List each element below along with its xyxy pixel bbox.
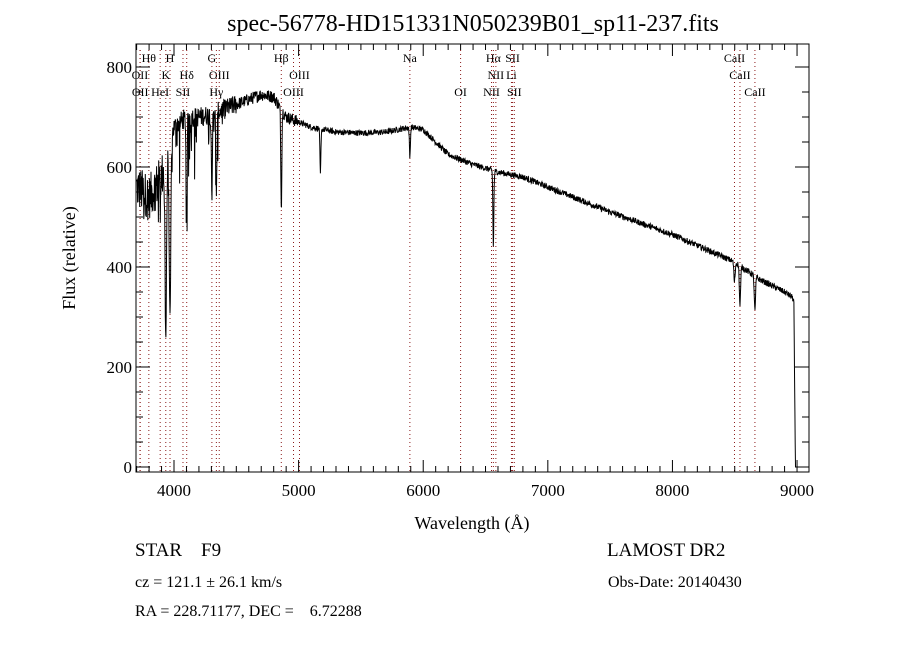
redshift-text: cz = 121.1 ± 26.1 km/s <box>135 574 283 591</box>
line-marker-label: Na <box>403 51 418 65</box>
x-tick-label: 7000 <box>531 481 565 500</box>
line-marker-label: SII <box>507 85 522 99</box>
coordinates-text: RA = 228.71177, DEC = 6.72288 <box>135 603 362 620</box>
y-axis-label: Flux (relative) <box>59 206 80 309</box>
y-tick-label: 800 <box>107 58 133 77</box>
line-marker-label: H <box>166 51 175 65</box>
line-marker-label: G <box>208 51 217 65</box>
y-tick-label: 400 <box>107 258 133 277</box>
line-marker-label: HeI <box>151 85 169 99</box>
chart-title: spec-56778-HD151331N050239B01_sp11-237.f… <box>227 11 719 37</box>
x-tick-label: 8000 <box>655 481 689 500</box>
y-tick-label: 0 <box>124 458 133 477</box>
line-marker-label: OIII <box>283 85 304 99</box>
line-marker-label: OI <box>454 85 467 99</box>
line-marker-label: Hγ <box>209 85 224 99</box>
line-marker-label: CaII <box>729 68 750 82</box>
line-marker-label: CaII <box>724 51 745 65</box>
y-tick-label: 200 <box>107 358 133 377</box>
line-marker-label: Hβ <box>274 51 289 65</box>
line-marker-label: SII <box>505 51 520 65</box>
line-marker-label: Li <box>506 68 517 82</box>
x-axis-label: Wavelength (Å) <box>414 513 529 534</box>
line-marker-label: Hδ <box>180 68 195 82</box>
line-marker-label: OIII <box>209 68 230 82</box>
line-marker-label: K <box>161 68 170 82</box>
spectrum-line <box>136 90 797 468</box>
x-tick-label: 9000 <box>780 481 814 500</box>
object-class: STAR F9 <box>135 540 222 561</box>
line-marker-label: SII <box>176 85 191 99</box>
x-tick-label: 4000 <box>157 481 191 500</box>
plot-frame <box>135 43 810 473</box>
y-tick-label: 600 <box>107 158 133 177</box>
axes: 4000 5000 6000 7000 8000 9000 0 200 400 600 800 <box>107 44 814 500</box>
line-marker-label: Hθ <box>142 51 157 65</box>
line-marker-label: NII <box>483 85 500 99</box>
obs-date: Obs-Date: 20140430 <box>608 574 742 591</box>
line-marker-label: OIII <box>289 68 310 82</box>
x-tick-label: 6000 <box>406 481 440 500</box>
line-marker-label: CaII <box>744 85 765 99</box>
line-marker-label: NII <box>488 68 505 82</box>
survey-label: LAMOST DR2 <box>607 540 726 561</box>
line-marker-label: Hα <box>486 51 502 65</box>
x-tick-label: 5000 <box>282 481 316 500</box>
